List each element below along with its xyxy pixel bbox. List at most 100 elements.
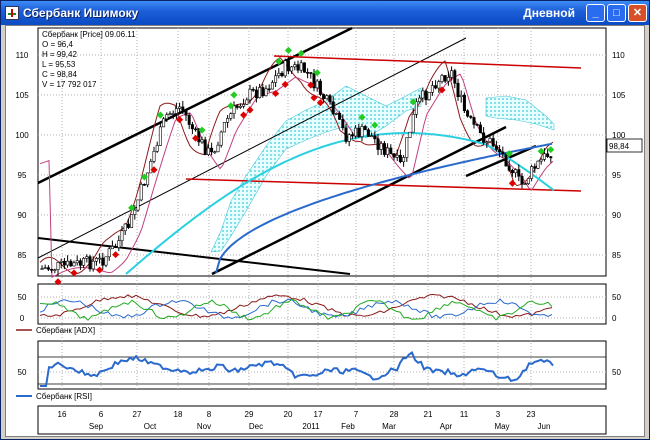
candle-body <box>69 260 73 267</box>
candle-body <box>286 60 290 72</box>
buy-signal-marker <box>128 204 136 212</box>
ichimoku-cloud-future <box>485 95 555 131</box>
candle-body <box>546 153 550 157</box>
candle-body <box>139 183 143 201</box>
sell-signal-marker <box>307 81 315 89</box>
rsi-panel[interactable] <box>37 340 607 390</box>
buy-signal-marker <box>156 111 164 119</box>
candle-body <box>517 169 521 177</box>
candle-body <box>344 127 348 142</box>
candle-body <box>142 183 146 186</box>
chart-area[interactable]: Сбербанк [Price] 09.06.11 O = 96,4 H = 9… <box>5 25 645 437</box>
time-axis <box>37 405 607 435</box>
candle-body <box>443 75 447 82</box>
candle-body <box>370 135 374 138</box>
candle-body <box>120 230 124 242</box>
svg-text:85: 85 <box>18 251 27 260</box>
svg-text:95: 95 <box>18 171 27 180</box>
maximize-button[interactable]: □ <box>607 4 626 22</box>
candle-body <box>453 70 457 84</box>
candle-body <box>53 269 57 271</box>
candle-body <box>133 209 137 215</box>
candle-body <box>168 113 172 116</box>
candle-body <box>91 260 95 270</box>
candle-body <box>379 143 383 150</box>
svg-text:95: 95 <box>612 171 621 180</box>
candle-body <box>408 131 412 138</box>
candle-body <box>94 258 98 262</box>
candle-body <box>466 110 470 117</box>
sell-signal-marker <box>272 89 280 98</box>
rsi-legend: Сбербанк [RSI] <box>36 392 92 401</box>
candle-body <box>136 199 140 211</box>
ohlc-high: H = 99,42 <box>42 50 77 59</box>
candle-body <box>261 87 265 97</box>
candle-body <box>363 126 367 131</box>
candle-body <box>293 64 297 68</box>
candle-body <box>258 87 262 99</box>
candle-body <box>242 104 246 107</box>
candle-body <box>526 178 530 184</box>
candle-body <box>325 95 329 100</box>
candle-body <box>334 113 338 115</box>
svg-text:0: 0 <box>612 314 617 323</box>
ohlc-open: O = 96,4 <box>42 40 73 49</box>
candle-body <box>437 81 441 89</box>
candle-body <box>520 175 524 185</box>
candle-body <box>104 256 108 266</box>
candle-body <box>373 135 377 140</box>
svg-text:50: 50 <box>18 368 27 377</box>
buy-signal-marker <box>371 121 379 129</box>
x-month-label: May <box>494 422 509 431</box>
candle-body <box>162 118 166 128</box>
buy-signal-marker <box>313 69 321 77</box>
candle-body <box>504 153 508 167</box>
candle-body <box>549 156 553 159</box>
x-day-label: 29 <box>245 410 254 419</box>
candle-body <box>72 262 76 267</box>
candle-body <box>187 114 191 125</box>
svg-text:100: 100 <box>15 131 29 140</box>
buy-signal-marker <box>275 57 283 66</box>
x-axis-labels: 16 6 27 18 8 29 20 17 7 28 21 11 3 23 Sep Oct Nov Dec 2011… <box>58 410 551 431</box>
x-day-label: 3 <box>496 410 501 419</box>
title-bar[interactable]: Сбербанк Ишимоку Дневной _ □ ✕ <box>1 1 649 25</box>
x-month-label: 2011 <box>302 422 320 431</box>
price-candles[interactable] <box>40 56 553 276</box>
candle-body <box>98 257 102 260</box>
close-button[interactable]: ✕ <box>628 4 647 22</box>
current-price-value: 98,84 <box>609 142 630 151</box>
candle-body <box>114 246 118 248</box>
candle-body <box>165 114 169 120</box>
candle-body <box>264 88 268 97</box>
buy-signal-marker <box>230 91 238 99</box>
candle-body <box>184 109 188 116</box>
candle-body <box>357 127 361 138</box>
moving-average-long <box>215 142 553 274</box>
candle-body <box>210 147 214 153</box>
candle-body <box>235 105 239 108</box>
di-plus-line <box>39 298 553 320</box>
adx-legend: Сбербанк [ADX] <box>36 326 95 335</box>
sell-signal-marker <box>316 99 324 107</box>
svg-text:0: 0 <box>20 314 25 323</box>
candle-body <box>197 128 201 143</box>
candle-body <box>514 169 518 174</box>
candle-body <box>322 94 326 100</box>
x-day-label: 8 <box>207 410 212 419</box>
chart-svg[interactable]: Сбербанк [Price] 09.06.11 O = 96,4 H = 9… <box>6 26 644 436</box>
x-month-label: Nov <box>197 422 211 431</box>
x-month-label: Sep <box>89 422 104 431</box>
candle-body <box>386 147 390 155</box>
adx-line <box>39 293 553 319</box>
candle-body <box>274 75 278 83</box>
ohlc-low: L = 95,53 <box>42 60 76 69</box>
price-y-axis: 110 110 105 105 100 100 95 95 90 90 85 8… <box>15 51 626 260</box>
minimize-button[interactable]: _ <box>586 4 605 22</box>
candle-body <box>507 165 511 171</box>
candle-body <box>229 113 233 119</box>
buy-signal-marker <box>358 113 366 121</box>
candle-body <box>254 89 258 99</box>
candle-body <box>78 260 82 266</box>
